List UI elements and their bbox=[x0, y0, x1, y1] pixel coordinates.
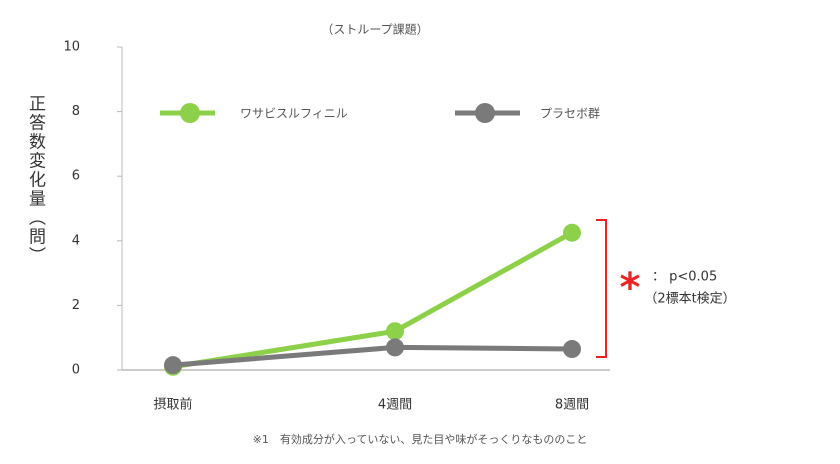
y-tick-label: 6 bbox=[72, 169, 80, 184]
significance-bracket bbox=[596, 219, 607, 358]
significance-text: ： p<0.05 bbox=[652, 270, 717, 285]
legend-marker bbox=[475, 103, 495, 123]
footnote: ※1 有効成分が入っていない、見た目や味がそっくりなもののこと bbox=[253, 432, 588, 446]
x-tick-label: 4週間 bbox=[378, 398, 412, 413]
x-tick-label: 8週間 bbox=[555, 398, 589, 413]
x-tick-label: 摂取前 bbox=[153, 397, 192, 413]
legend-label: プラセボ群 bbox=[540, 107, 600, 121]
data-point bbox=[563, 223, 581, 242]
y-tick-label: 10 bbox=[63, 40, 80, 55]
legend-label: ワサビスルフィニル bbox=[240, 107, 348, 121]
y-tick-label: 0 bbox=[72, 363, 80, 378]
data-point bbox=[164, 356, 182, 375]
chart-title: （ストループ課題） bbox=[321, 22, 428, 37]
data-point bbox=[563, 340, 581, 359]
data-point bbox=[386, 322, 404, 341]
significance-test: （2標本t検定） bbox=[644, 292, 735, 307]
legend-marker bbox=[180, 103, 200, 123]
y-tick-label: 4 bbox=[72, 233, 80, 248]
y-tick-label: 2 bbox=[72, 298, 80, 313]
data-point bbox=[386, 338, 404, 357]
y-axis-label: 正答数変化量（問） bbox=[25, 95, 46, 266]
significance-marker: * bbox=[620, 265, 641, 311]
y-tick-label: 8 bbox=[72, 104, 80, 119]
